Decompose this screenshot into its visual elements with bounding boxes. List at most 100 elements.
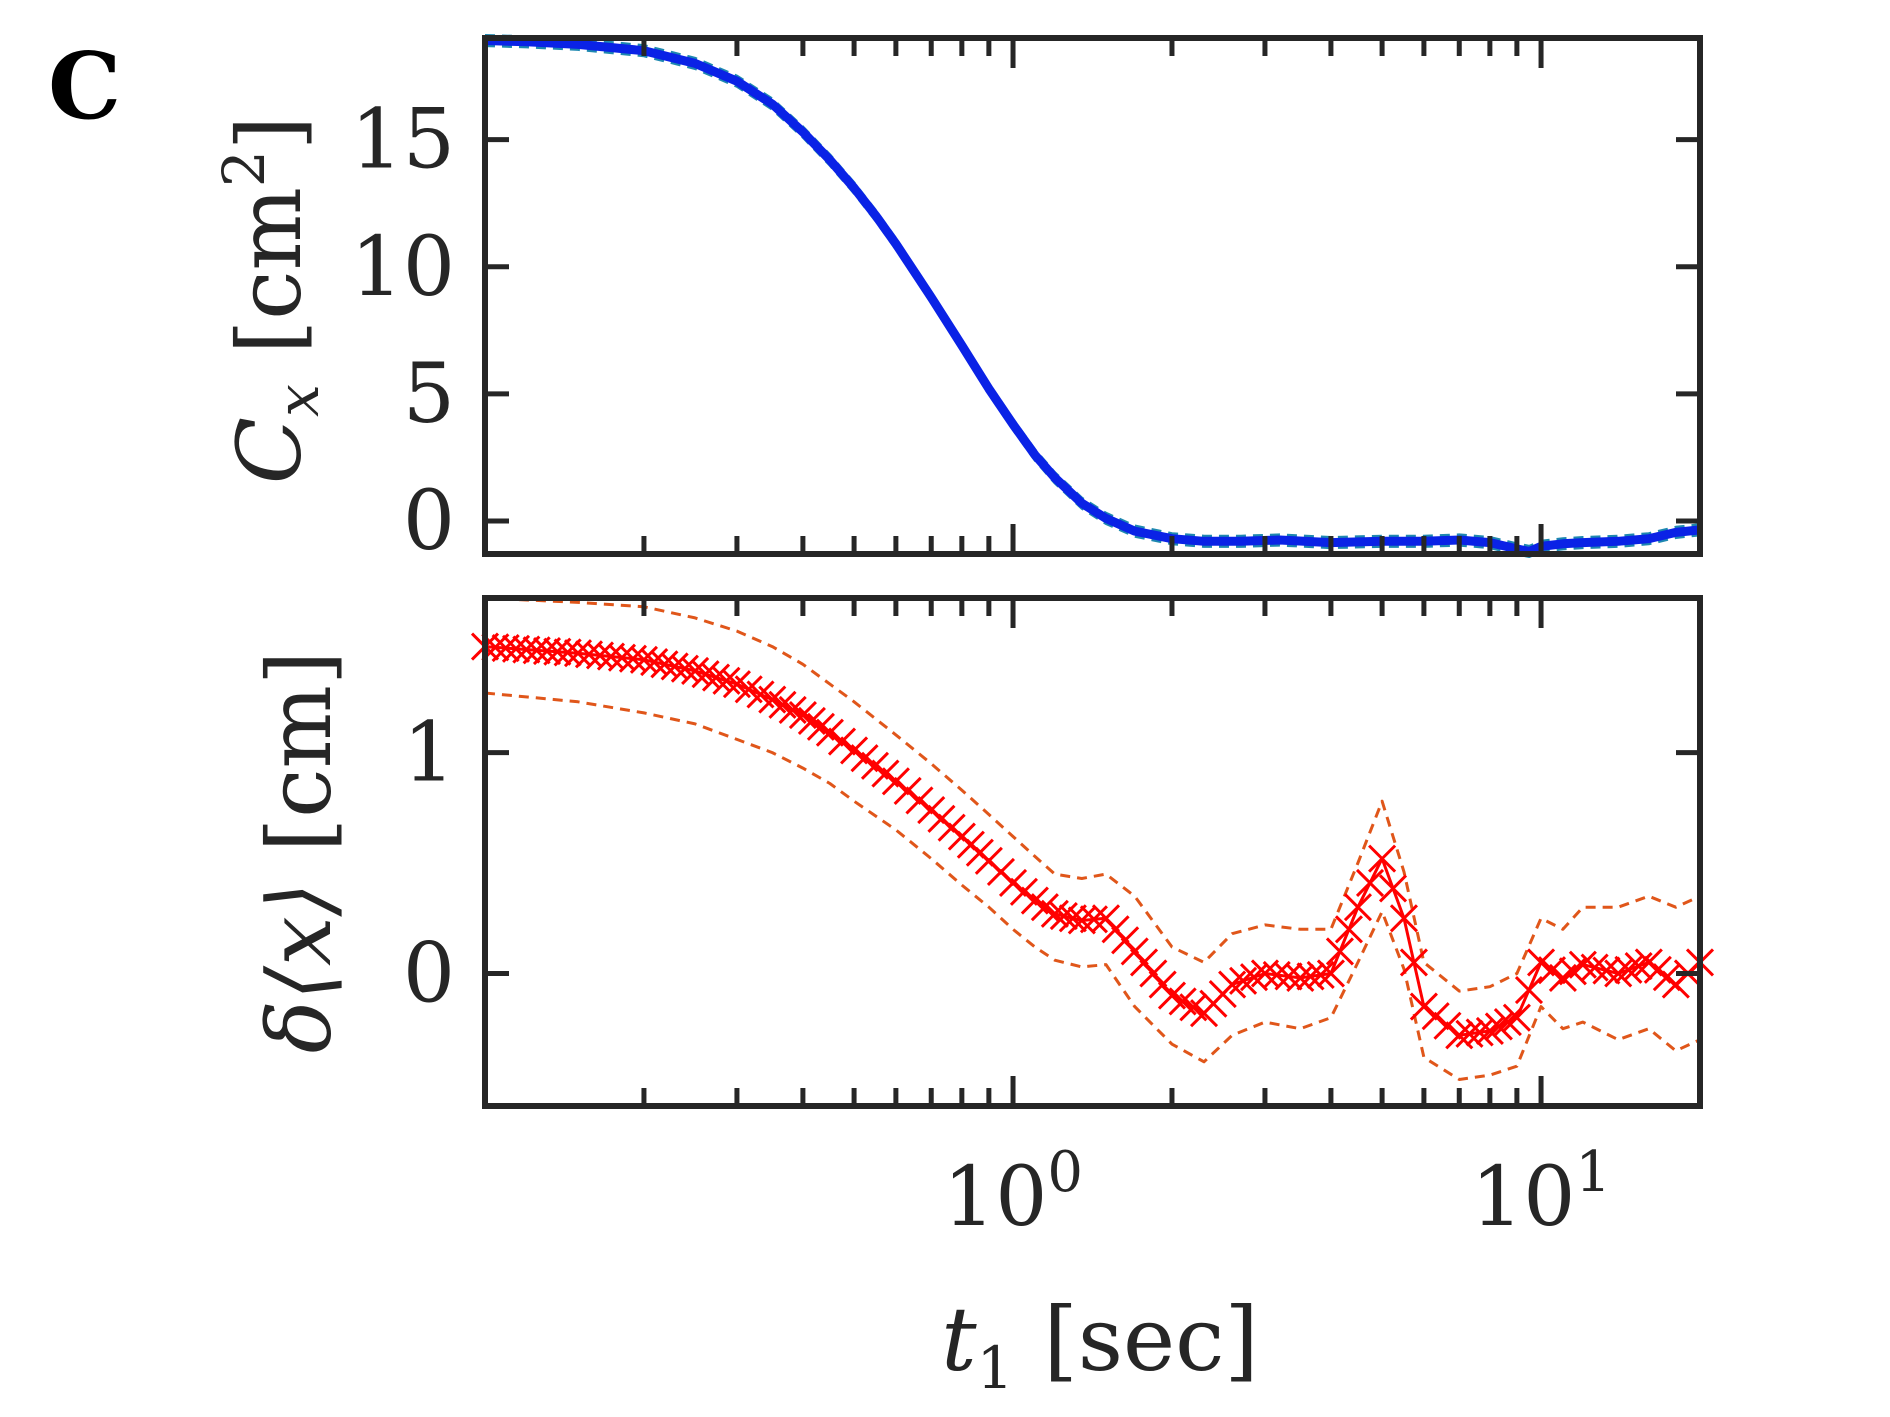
top-ylabel-sub: x — [264, 384, 332, 417]
data-marker — [1409, 992, 1438, 1021]
data-marker — [691, 660, 720, 689]
data-marker — [701, 663, 731, 692]
data-marker — [1580, 953, 1609, 982]
data-marker — [827, 727, 857, 756]
bottom-series-lower — [484, 691, 1701, 1081]
data-marker — [905, 786, 934, 815]
data-marker — [1262, 960, 1291, 990]
xtick-label: 101 — [1471, 1140, 1611, 1245]
top-series-upper — [484, 34, 1701, 548]
bottom-error-band — [484, 596, 1701, 1081]
data-marker — [596, 642, 626, 671]
data-marker — [881, 767, 910, 796]
data-marker — [574, 640, 604, 669]
data-marker — [788, 701, 817, 730]
bottom-ticks — [482, 598, 1703, 1106]
top-ylabel-sup: 2 — [210, 150, 278, 187]
data-marker — [1229, 966, 1258, 995]
data-marker — [1049, 901, 1078, 931]
data-marker — [1334, 915, 1363, 944]
ytick-label: 10 — [351, 220, 455, 315]
data-marker — [1465, 1018, 1494, 1047]
bottom-axes-frame — [482, 595, 1703, 1109]
data-marker — [670, 654, 699, 683]
data-marker — [712, 666, 741, 695]
data-marker — [1624, 952, 1653, 981]
data-marker — [1079, 905, 1108, 934]
data-marker — [1568, 950, 1597, 979]
ytick-label: 5 — [403, 347, 455, 442]
top-ticks — [482, 38, 1703, 554]
bottom-ylabel-open: [ — [248, 818, 351, 852]
data-marker — [553, 638, 582, 667]
data-marker — [1355, 868, 1385, 897]
bottom-ylabel-main: δ⟨x⟩ — [248, 882, 351, 1053]
data-marker — [1250, 959, 1280, 988]
svg-text:δ⟨x⟩[cm]: δ⟨x⟩ [cm] — [248, 651, 351, 1054]
bottom-y-axis-label: δ⟨x⟩ [cm] — [248, 651, 351, 1054]
data-marker — [1316, 959, 1345, 988]
data-marker — [1514, 975, 1544, 1005]
data-marker — [1604, 959, 1633, 988]
data-marker — [1325, 937, 1354, 966]
ytick-label: 0 — [403, 926, 455, 1021]
top-ylabel-open: [ — [218, 320, 321, 354]
data-marker — [1484, 1012, 1513, 1041]
data-marker — [1368, 844, 1397, 873]
top-series-lower — [484, 44, 1701, 558]
top-ylabel-main: C — [218, 417, 321, 484]
bottom-xtick-labels: 100 101 — [943, 1140, 1611, 1245]
data-marker — [607, 643, 637, 672]
top-ylabel-close: ] — [218, 116, 321, 150]
ytick-label: 1 — [403, 706, 455, 801]
data-marker — [1399, 948, 1428, 977]
data-marker — [681, 656, 710, 685]
top-series-C-x — [484, 36, 1701, 556]
xlabel-unit: sec — [1078, 1288, 1225, 1391]
top-ylabel-unit: cm — [218, 187, 321, 320]
data-marker — [1475, 1016, 1504, 1045]
xlabel-close: ] — [1224, 1288, 1258, 1391]
ytick-label: 0 — [403, 474, 455, 569]
xlabel-sub: 1 — [977, 1334, 1014, 1402]
data-marker — [1218, 970, 1247, 999]
data-marker — [806, 712, 835, 741]
bottom-ylabel-unit: cm — [248, 685, 351, 818]
data-marker — [1493, 1008, 1522, 1037]
svg-text:Cx[cm2]: Cx [cm2] — [210, 116, 332, 484]
top-axes-frame — [482, 35, 1703, 557]
data-marker — [1343, 893, 1373, 922]
xtick-label: 100 — [943, 1140, 1083, 1245]
data-marker — [1274, 962, 1303, 991]
data-marker — [1421, 1002, 1450, 1031]
data-marker — [1592, 956, 1621, 985]
top-ytick-labels: 0 5 10 15 — [351, 93, 455, 569]
data-marker — [563, 639, 593, 668]
top-error-band — [484, 34, 1701, 558]
ytick-label: 15 — [351, 93, 455, 188]
top-plot: 0 5 10 15 Cx [cm2] — [210, 34, 1703, 569]
x-axis-label: t1 [sec] — [941, 1288, 1259, 1402]
bottom-plot: 01 100 101 δ⟨x⟩[cm] t1 [sec] — [248, 595, 1715, 1402]
data-marker — [585, 641, 615, 670]
xlabel-main: t — [941, 1288, 977, 1391]
bottom-ytick-labels: 01 — [403, 706, 455, 1022]
top-series — [484, 36, 1701, 556]
data-marker — [1502, 1003, 1531, 1032]
data-marker — [1040, 899, 1069, 928]
bottom-markers — [470, 632, 1715, 1050]
data-marker — [1058, 904, 1087, 933]
data-marker — [1306, 960, 1335, 990]
data-marker — [1378, 874, 1408, 903]
data-marker — [1239, 963, 1269, 992]
top-y-axis-label: Cx [cm2] — [210, 116, 332, 484]
data-marker — [815, 718, 844, 747]
data-marker — [1067, 906, 1096, 935]
data-marker — [893, 776, 922, 805]
data-marker — [797, 706, 826, 736]
xlabel-open: [ — [1044, 1288, 1078, 1391]
data-marker — [1389, 904, 1419, 933]
bottom-ylabel-close: ] — [248, 651, 351, 685]
data-marker — [1614, 955, 1643, 984]
